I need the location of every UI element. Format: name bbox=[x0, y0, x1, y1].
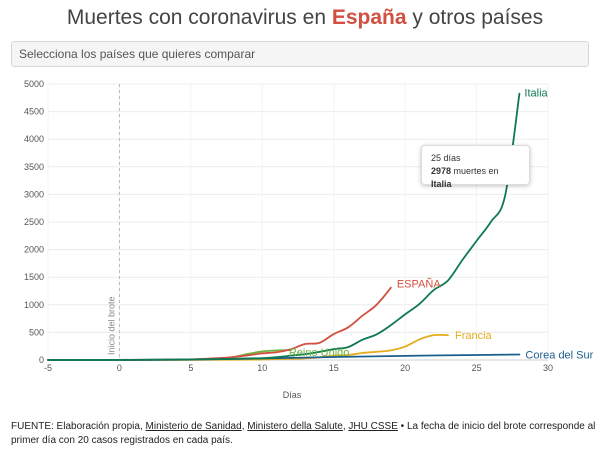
country-selector-input[interactable]: Selecciona los países que quieres compar… bbox=[11, 41, 589, 67]
x-tick-label: 30 bbox=[543, 363, 553, 373]
outbreak-start-label: Inicio del brote bbox=[106, 296, 116, 355]
series-label: Italia bbox=[524, 88, 548, 100]
title-highlight: España bbox=[331, 6, 407, 29]
y-tick-label: 2000 bbox=[24, 245, 44, 255]
tooltip-detail: 2978 muertes en Italia bbox=[431, 165, 520, 191]
y-tick-label: 1500 bbox=[24, 272, 44, 282]
series-label: Francia bbox=[455, 330, 493, 342]
footer-sep-2: , bbox=[342, 421, 349, 432]
x-tick-label: 20 bbox=[400, 363, 410, 373]
y-tick-label: 3000 bbox=[24, 189, 44, 199]
x-tick-label: 0 bbox=[117, 363, 122, 373]
source-link-ministerio-sanidad[interactable]: Ministerio de Sanidad bbox=[145, 421, 242, 432]
footer-bullet: • bbox=[397, 421, 407, 432]
title-suffix: y otros países bbox=[406, 6, 544, 29]
x-tick-label: 10 bbox=[257, 363, 267, 373]
country-selector-placeholder: Selecciona los países que quieres compar… bbox=[19, 47, 256, 61]
y-tick-label: 0 bbox=[39, 355, 44, 365]
footer-prefix: FUENTE: Elaboración propia, bbox=[11, 421, 146, 432]
chart-series-labels: Italia ESPAÑA Francia Reino Unido Corea del … bbox=[289, 88, 594, 362]
x-axis: -5 0 5 10 15 20 25 30 bbox=[44, 363, 553, 373]
series-label: Corea del Sur bbox=[525, 349, 593, 361]
y-axis: 0 500 1000 1500 2000 2500 3000 3500 4000 4500 5000 bbox=[24, 79, 44, 365]
y-tick-label: 5000 bbox=[24, 79, 44, 89]
y-tick-label: 500 bbox=[29, 327, 44, 337]
y-tick-label: 4500 bbox=[24, 107, 44, 117]
x-axis-label: Días bbox=[283, 390, 302, 400]
page-title: Muertes con coronavirus en España y otro… bbox=[0, 6, 610, 30]
tooltip-middle: muertes en bbox=[451, 166, 499, 176]
y-tick-label: 4000 bbox=[24, 134, 44, 144]
x-tick-label: 15 bbox=[329, 363, 339, 373]
source-footer: FUENTE: Elaboración propia, Ministerio d… bbox=[11, 420, 601, 448]
tooltip-day: 25 días bbox=[431, 153, 461, 163]
chart-series bbox=[47, 92, 521, 361]
series-label: ESPAÑA bbox=[397, 278, 441, 291]
tooltip-value: 2978 bbox=[431, 166, 452, 176]
chart-grid bbox=[47, 83, 549, 361]
source-link-jhu-csse[interactable]: JHU CSSE bbox=[348, 421, 398, 432]
footer-sep-1: , bbox=[241, 421, 248, 432]
title-prefix: Muertes con coronavirus en bbox=[66, 6, 332, 29]
y-tick-label: 3500 bbox=[24, 162, 44, 172]
y-tick-label: 1000 bbox=[24, 300, 44, 310]
footer-note: La fecha de inicio del brote corresponde… bbox=[11, 421, 596, 446]
x-tick-label: 25 bbox=[472, 363, 482, 373]
x-tick-label: -5 bbox=[44, 363, 52, 373]
series-label: Reino Unido bbox=[289, 347, 350, 359]
hover-tooltip: 25 días 2978 muertes en Italia bbox=[421, 145, 530, 189]
series-line[interactable] bbox=[47, 92, 521, 361]
source-link-ministero-salute[interactable]: Ministero della Salute bbox=[247, 421, 343, 432]
x-tick-label: 5 bbox=[188, 363, 193, 373]
tooltip-country: Italia bbox=[431, 179, 452, 189]
y-tick-label: 2500 bbox=[24, 217, 44, 227]
